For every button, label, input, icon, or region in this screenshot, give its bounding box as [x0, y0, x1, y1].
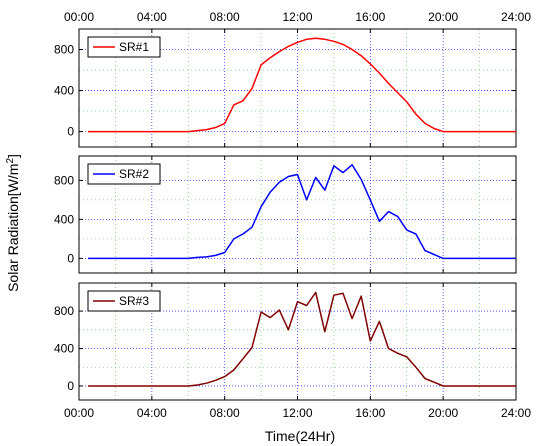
series-line-1	[88, 37, 516, 133]
y-tick-label: 0	[67, 379, 74, 393]
legend-label: SR#3	[119, 294, 149, 308]
y-tick-label: 400	[54, 84, 74, 98]
y-axis-title-close: ]	[5, 154, 21, 158]
legend-box	[87, 163, 161, 185]
y-tick-label: 800	[54, 43, 74, 57]
y-tick-label: 400	[54, 212, 74, 226]
legend-label: SR#1	[119, 40, 149, 54]
y-axis-title: Solar Radiation[W/m2]	[5, 154, 21, 292]
panel-2: 0 400 800 SR#2	[54, 155, 517, 274]
y-tick-label: 400	[54, 342, 74, 356]
x-axis-title: Time(24Hr)	[265, 428, 335, 444]
y-axis-title-superscript: 2	[5, 158, 16, 164]
y-tick-label: 0	[67, 251, 74, 265]
y-tick-label: 0	[67, 125, 74, 139]
panel-3: 0 400 800 SR#3	[54, 282, 517, 401]
y-tick-label: 800	[54, 304, 74, 318]
legend-label: SR#2	[119, 167, 149, 181]
legend: SR#2	[87, 163, 161, 185]
bottom-x-tick-label: 20:00	[428, 406, 458, 420]
y-axis-title-main: Solar Radiation[W/m	[5, 164, 21, 292]
top-x-tick-label: 04:00	[137, 10, 167, 24]
legend: SR#3	[87, 290, 161, 312]
top-x-tick-label: 20:00	[428, 10, 458, 24]
bottom-x-tick-label: 04:00	[137, 406, 167, 420]
chart-panels: 0 400 800 SR#1 0 400 800 SR#2 0 400 800 SR#3	[54, 28, 517, 401]
bottom-x-tick-label: 24:00	[501, 406, 531, 420]
top-axis-tick-labels: 00:00 04:00 08:00 12:00 16:00 20:00 24:00	[64, 10, 531, 24]
legend-box	[87, 36, 161, 58]
series-line-2	[88, 164, 516, 260]
series-line-3	[88, 291, 516, 387]
bottom-x-tick-label: 00:00	[64, 406, 94, 420]
legend-box	[87, 290, 161, 312]
bottom-x-tick-label: 16:00	[355, 406, 385, 420]
top-x-tick-label: 24:00	[501, 10, 531, 24]
bottom-x-tick-label: 12:00	[282, 406, 312, 420]
top-x-tick-label: 08:00	[210, 10, 240, 24]
top-x-tick-label: 12:00	[282, 10, 312, 24]
bottom-x-tick-label: 08:00	[210, 406, 240, 420]
legend: SR#1	[87, 36, 161, 58]
y-tick-label: 800	[54, 173, 74, 187]
panel-1: 0 400 800 SR#1	[54, 28, 517, 148]
top-x-tick-label: 16:00	[355, 10, 385, 24]
bottom-axis-tick-labels: 00:00 04:00 08:00 12:00 16:00 20:00 24:00	[64, 406, 531, 420]
top-x-tick-label: 00:00	[64, 10, 94, 24]
